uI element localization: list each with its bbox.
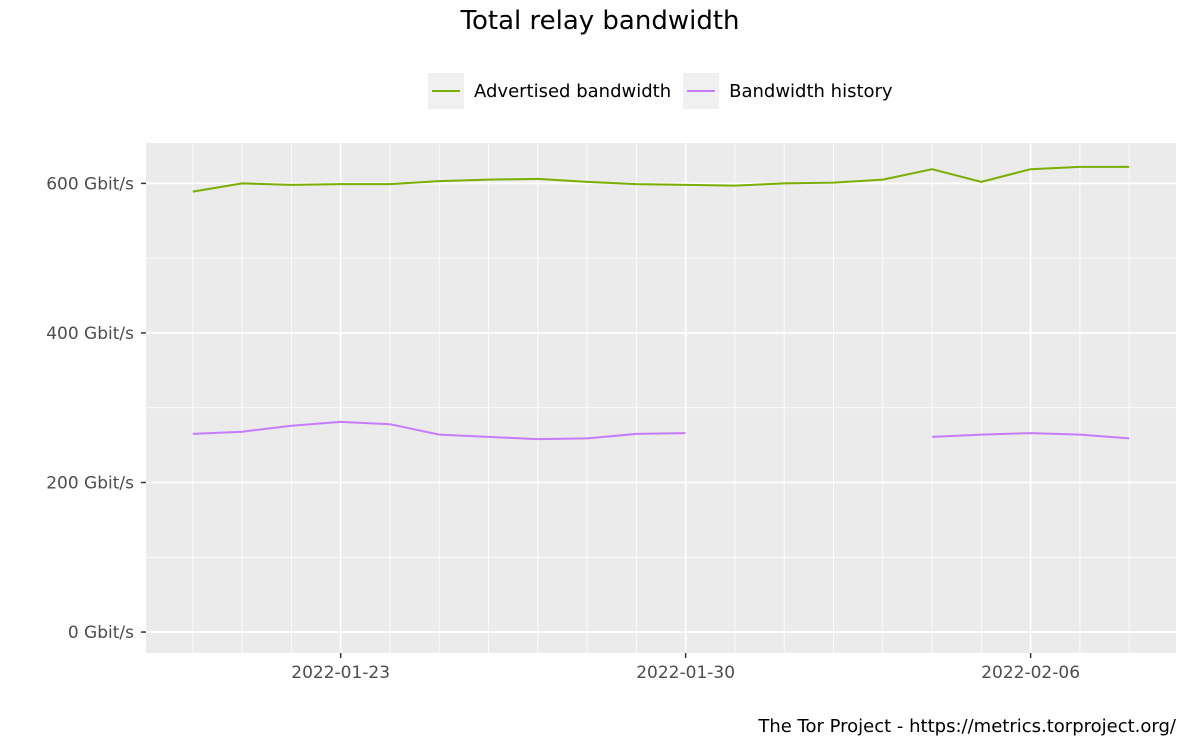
series-line-history [932,432,1130,440]
legend-key-history [683,73,720,109]
legend-label-history: Bandwidth history [729,80,893,102]
series-line-advertised [192,165,1130,193]
legend-item-advertised: Advertised bandwidth [428,72,671,110]
legend-swatch-advertised [432,90,460,92]
y-tick-label: 600 Gbit/s [46,174,134,194]
x-tick-label: 2022-02-06 [981,663,1080,683]
chart-caption: The Tor Project - https://metrics.torpro… [758,716,1176,737]
y-tick-label: 0 Gbit/s [68,623,134,643]
chart-title: Total relay bandwidth [460,6,740,36]
series-line-history [192,420,686,441]
legend-key-advertised [428,73,464,109]
legend-swatch-history [687,90,716,92]
legend-item-history: Bandwidth history [683,72,893,110]
x-tick-label: 2022-01-23 [291,663,390,683]
y-tick-label: 400 Gbit/s [46,324,134,344]
y-tick-label: 200 Gbit/s [46,474,134,494]
x-tick-label: 2022-01-30 [636,663,735,683]
plot-panel [146,143,1176,653]
legend: Advertised bandwidth Bandwidth history [428,72,905,110]
legend-label-advertised: Advertised bandwidth [474,80,672,102]
